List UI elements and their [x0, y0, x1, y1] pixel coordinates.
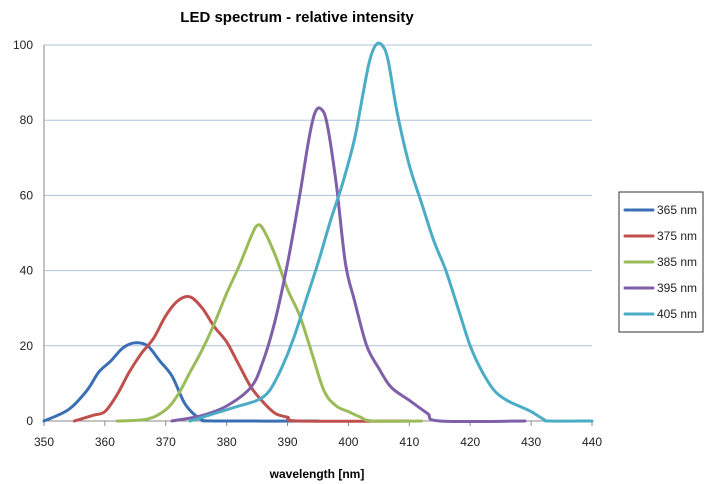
- x-tick-label: 400: [338, 435, 358, 449]
- x-tick-label: 440: [582, 435, 602, 449]
- y-tick-label: 100: [13, 38, 33, 52]
- legend-label: 405 nm: [657, 307, 697, 321]
- x-tick-label: 360: [95, 435, 115, 449]
- series-line-0: [42, 341, 320, 423]
- x-axis-title: wavelength [nm]: [269, 467, 365, 481]
- y-tick-label: 0: [26, 414, 33, 428]
- legend: 365 nm 375 nm 385 nm 395 nm 405 nm: [618, 191, 704, 333]
- x-tick-label: 370: [156, 435, 176, 449]
- x-tick-label: 410: [399, 435, 419, 449]
- series-line-4: [188, 41, 594, 423]
- legend-label: 365 nm: [657, 203, 697, 217]
- series-lines: [42, 41, 594, 424]
- x-tick-label: 390: [278, 435, 298, 449]
- y-tick-label: 40: [20, 264, 34, 278]
- series-line-1: [72, 295, 411, 423]
- legend-label: 385 nm: [657, 255, 697, 269]
- x-tick-label: 350: [34, 435, 54, 449]
- y-tick-label: 60: [20, 188, 34, 202]
- series-line-2: [115, 223, 423, 423]
- gridlines: [44, 44, 592, 347]
- x-tick-label: 380: [217, 435, 237, 449]
- series-line-3: [170, 106, 527, 424]
- chart-title: LED spectrum - relative intensity: [180, 9, 414, 26]
- y-tick-label: 80: [20, 113, 34, 127]
- y-tick-label: 20: [20, 339, 34, 353]
- x-tick-label: 420: [460, 435, 480, 449]
- x-tick-label: 430: [521, 435, 541, 449]
- axes: 0 20 40 60 80 100 350 360 370 380 390 400 410 420 430 4…: [13, 38, 602, 449]
- legend-label: 375 nm: [657, 229, 697, 243]
- legend-label: 395 nm: [657, 281, 697, 295]
